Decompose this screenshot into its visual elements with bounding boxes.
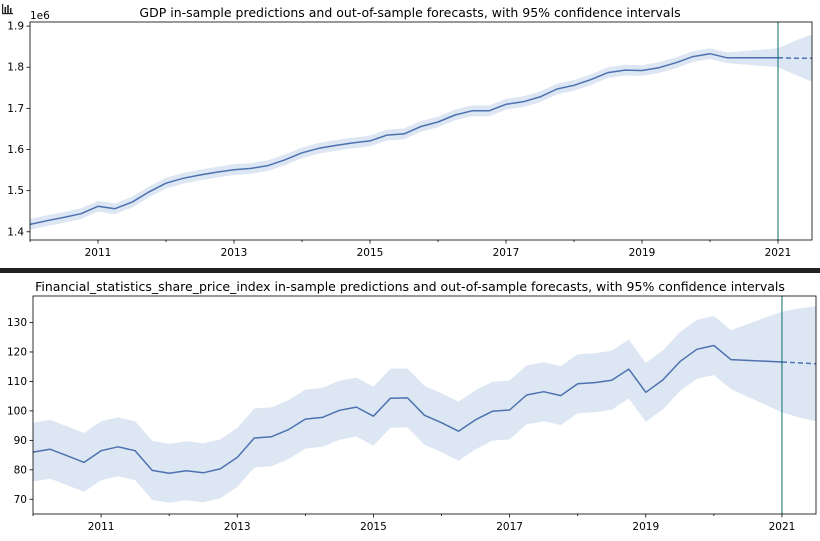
forecast-confidence-band <box>782 306 816 422</box>
y-tick-label: 90 <box>14 435 27 447</box>
gdp-chart-title: GDP in-sample predictions and out-of-sam… <box>139 5 681 20</box>
y-tick-label: 1.6 <box>7 144 24 156</box>
x-tick-label: 2013 <box>224 521 251 533</box>
x-tick-label: 2015 <box>357 247 384 259</box>
bar-chart-icon[interactable] <box>2 3 14 15</box>
prediction-line <box>29 52 778 226</box>
y-tick-label: 100 <box>7 405 27 417</box>
y-tick-label: 110 <box>7 376 27 388</box>
forecast-line <box>781 361 817 365</box>
y-tick-label: 1.5 <box>7 185 24 197</box>
y-tick-label: 1.7 <box>7 103 24 115</box>
x-tick-label: 2017 <box>493 247 520 259</box>
y-tick-label: 70 <box>14 494 27 506</box>
share-price-chart-panel: Financial_statistics_share_price_index i… <box>0 273 820 541</box>
panel-separator <box>0 268 820 273</box>
y-tick-label: 1.9 <box>7 21 24 33</box>
x-tick-label: 2021 <box>769 521 796 533</box>
x-tick-label: 2015 <box>360 521 387 533</box>
in-sample-confidence-band <box>30 48 778 230</box>
x-tick-label: 2017 <box>496 521 523 533</box>
y-tick-label: 1.4 <box>7 226 24 238</box>
y-tick-label: 120 <box>7 346 27 358</box>
y-tick-label: 130 <box>7 317 27 329</box>
x-tick-label: 2011 <box>88 521 115 533</box>
y-offset-label: 1e6 <box>30 10 50 22</box>
x-tick-label: 2019 <box>632 521 659 533</box>
y-tick-label: 80 <box>14 464 27 476</box>
x-tick-label: 2021 <box>765 247 792 259</box>
share-price-chart: 70 80 90 100 110 120 130 2011 2013 2015 2017 2019 20… <box>7 295 817 533</box>
plot-frame <box>29 21 813 241</box>
y-tick-label: 1.8 <box>7 62 24 74</box>
prediction-line <box>32 344 783 475</box>
x-tick-label: 2011 <box>85 247 112 259</box>
x-tick-label: 2013 <box>221 247 248 259</box>
share-price-chart-title: Financial_statistics_share_price_index i… <box>35 279 785 294</box>
x-tick-label: 2019 <box>629 247 656 259</box>
in-sample-confidence-band <box>33 311 782 503</box>
gdp-chart-panel: GDP in-sample predictions and out-of-sam… <box>0 0 820 268</box>
gdp-chart: 1.4 1.5 1.6 1.7 1.8 1.9 2011 2013 2015 2017 2019 20… <box>7 10 813 259</box>
plot-frame <box>32 295 817 515</box>
